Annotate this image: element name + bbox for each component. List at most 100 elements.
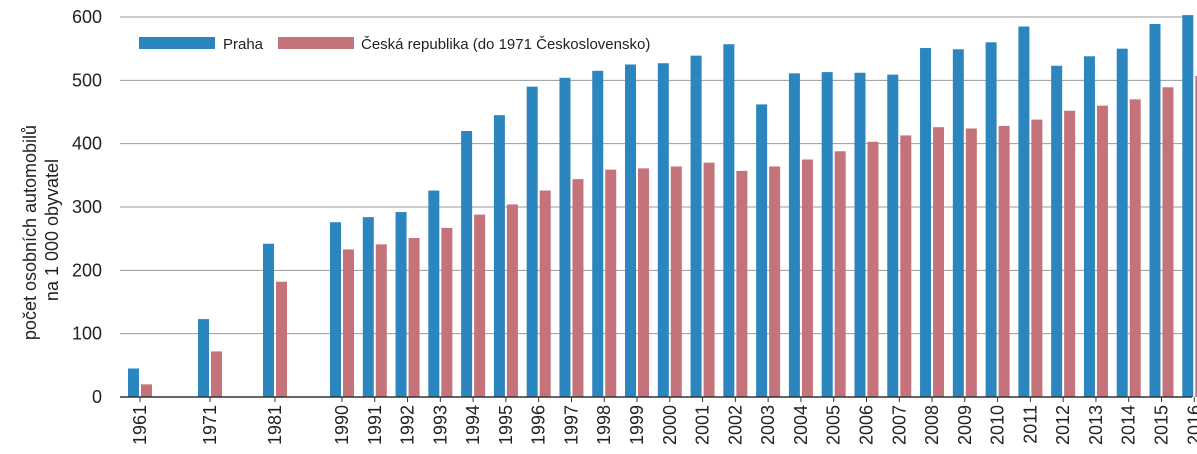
- bar-cr-1971: [211, 351, 222, 397]
- bar-cr-1981: [276, 281, 287, 397]
- y-tick-label: 400: [72, 134, 102, 154]
- x-tick-label: 1990: [332, 405, 352, 445]
- x-tick-label: 1994: [463, 405, 483, 445]
- legend-label-cr: Česká republika (do 1971 Československo): [361, 36, 650, 53]
- bar-praha-1994: [461, 131, 473, 397]
- bar-cr-1990: [343, 249, 354, 397]
- bar-praha-2016: [1182, 15, 1194, 397]
- bar-praha-2009: [952, 49, 964, 398]
- bar-cr-2000: [670, 166, 682, 397]
- bar-praha-1961: [128, 368, 139, 397]
- y-tick-labels: 0 100 200 300 400 500 600: [72, 7, 102, 407]
- bar-cr-1994: [474, 214, 486, 397]
- bar-cr-1991: [375, 244, 387, 397]
- x-tick-label: 1991: [365, 405, 385, 445]
- x-tick-label: 2014: [1119, 405, 1139, 445]
- y-tick-label: 500: [72, 70, 102, 90]
- bar-cr-2010: [998, 125, 1010, 397]
- bar-cr-1999: [638, 168, 650, 397]
- bar-cr-2015: [1162, 87, 1174, 398]
- x-tick-label: 1992: [398, 405, 418, 445]
- y-tick-label: 200: [72, 260, 102, 280]
- x-tick-label: 2001: [693, 405, 713, 445]
- bar-praha-2013: [1083, 56, 1095, 398]
- bar-praha-1996: [526, 86, 538, 398]
- x-tick-label: 2005: [824, 405, 844, 445]
- x-tick-label: 2006: [856, 405, 876, 445]
- bar-cr-2008: [933, 127, 945, 397]
- bar-praha-2015: [1149, 23, 1161, 397]
- bar-cr-2014: [1129, 99, 1141, 397]
- bar-cr-2012: [1064, 110, 1076, 397]
- bar-cr-2007: [900, 135, 912, 397]
- x-tick-label: 2016: [1184, 405, 1197, 445]
- x-tick-label: 2012: [1053, 405, 1073, 445]
- x-tick-label: 1981: [265, 405, 285, 445]
- bar-praha-2007: [887, 74, 899, 397]
- legend-swatch-praha: [139, 37, 215, 49]
- bar-praha-2012: [1051, 65, 1063, 398]
- bar-praha-2003: [756, 104, 768, 398]
- bar-cr-2001: [703, 162, 715, 397]
- bar-cr-2005: [834, 151, 846, 397]
- gridlines: [120, 16, 1192, 335]
- bar-praha-1991: [362, 217, 374, 397]
- x-tick-label: 1961: [130, 405, 150, 445]
- bar-cr-2016: [1195, 75, 1197, 398]
- x-tick-label: 2000: [660, 405, 680, 445]
- bar-praha-2008: [920, 48, 932, 398]
- x-tick-label: 1995: [496, 405, 516, 445]
- bar-cr-1993: [441, 227, 453, 397]
- y-tick-label: 100: [72, 324, 102, 344]
- bar-cr-1998: [605, 169, 617, 397]
- x-tick-label: 1996: [529, 405, 549, 445]
- x-tick-label: 2003: [758, 405, 778, 445]
- y-tick-label: 0: [92, 387, 102, 407]
- bar-cr-1995: [506, 204, 518, 397]
- bar-cr-2006: [867, 141, 879, 397]
- x-tick-label: 1999: [627, 405, 647, 445]
- legend-label-praha: Praha: [223, 36, 264, 53]
- bar-praha-2005: [821, 72, 833, 397]
- bar-praha-2002: [723, 44, 735, 397]
- bar-cr-2011: [1031, 119, 1043, 397]
- bar-praha-1981: [263, 243, 274, 397]
- x-tick-label: 2008: [922, 405, 942, 445]
- bar-praha-2011: [1018, 26, 1030, 397]
- bar-praha-1997: [559, 77, 571, 398]
- x-tick-label: 2009: [955, 405, 975, 445]
- bar-cr-1992: [408, 238, 420, 397]
- legend-swatch-cr: [278, 37, 354, 49]
- x-tick-label: 1998: [594, 405, 614, 445]
- bar-praha-1998: [592, 70, 604, 397]
- x-tick-label: 1997: [561, 405, 581, 445]
- bar-praha-2004: [788, 73, 800, 397]
- x-tick-label: 2011: [1020, 405, 1040, 444]
- x-tick-label: 2010: [988, 405, 1008, 445]
- y-tick-label: 600: [72, 7, 102, 27]
- bar-praha-2006: [854, 72, 866, 397]
- x-tick-label: 1993: [430, 405, 450, 445]
- x-tick-labels: 1961 1971 1981 1990 1991 1992 1993 1994 1995 1996…: [130, 405, 1197, 445]
- bar-praha-1990: [330, 222, 341, 397]
- y-axis-title-line-1: počet osobních automobilů: [20, 125, 40, 340]
- x-tick-label: 2004: [791, 405, 811, 445]
- x-tick-label: 2013: [1086, 405, 1106, 445]
- bar-praha-2010: [985, 42, 997, 397]
- bar-cr-1961: [141, 384, 152, 397]
- bar-cr-2002: [736, 170, 748, 397]
- bar-praha-2014: [1116, 48, 1128, 398]
- bar-cr-2003: [769, 166, 781, 397]
- x-tick-label: 2002: [725, 405, 745, 445]
- bar-cr-2009: [965, 128, 977, 397]
- y-tick-label: 300: [72, 197, 102, 217]
- bar-praha-1993: [428, 190, 440, 397]
- bar-cr-2013: [1096, 105, 1108, 398]
- bar-praha-1999: [625, 64, 637, 397]
- bar-cr-2004: [801, 159, 813, 397]
- bar-praha-1995: [493, 115, 505, 398]
- legend: Praha Česká republika (do 1971 Českoslov…: [139, 36, 650, 53]
- bar-praha-1992: [395, 212, 407, 397]
- bar-cr-1997: [572, 179, 584, 397]
